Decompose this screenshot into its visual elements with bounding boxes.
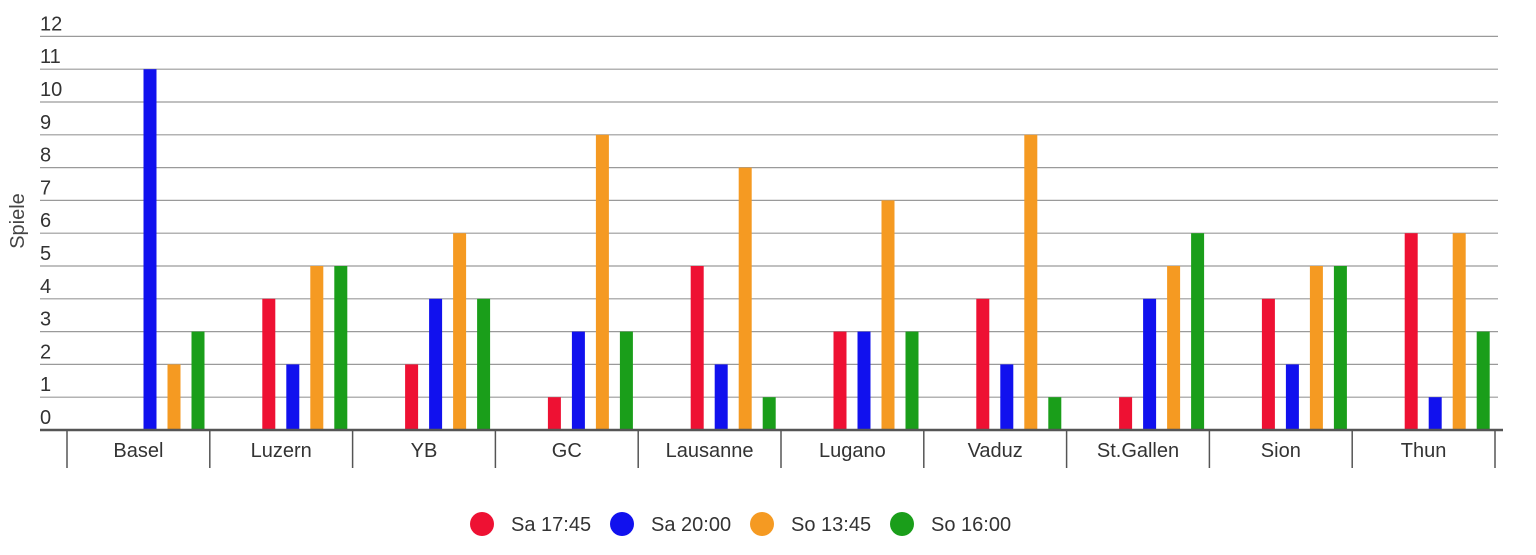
grid-lines [40, 35, 1498, 398]
bars [143, 69, 1490, 431]
y-tick-label: 4 [40, 276, 51, 298]
bar [1024, 134, 1038, 431]
x-tick-label: Basel [113, 440, 163, 462]
bar [1143, 298, 1157, 430]
bar [1000, 364, 1014, 430]
bar [1167, 266, 1181, 430]
bar [286, 364, 300, 430]
bar [334, 266, 348, 430]
bar [547, 397, 561, 430]
y-tick-label: 7 [40, 177, 51, 199]
y-tick-label: 2 [40, 341, 51, 363]
bar [976, 298, 990, 430]
legend-swatch [470, 512, 494, 536]
y-tick-label: 8 [40, 145, 51, 167]
x-tick-label: Vaduz [968, 440, 1023, 462]
legend: Sa 17:45 Sa 20:00 So 13:45 So 16:00 [470, 512, 1011, 536]
bar [453, 233, 467, 430]
bar [1048, 397, 1062, 430]
y-tick-label: 9 [40, 112, 51, 134]
bar [405, 364, 419, 430]
x-tick-label: Thun [1401, 440, 1447, 462]
x-axis: Basel Luzern YB GC Lausanne Lugano Vaduz St.Gal… [40, 428, 1503, 468]
y-tick-label: 1 [40, 374, 51, 396]
legend-label: So 16:00 [931, 514, 1011, 536]
x-tick-label: Luzern [251, 440, 312, 462]
x-tick-label: YB [411, 440, 438, 462]
bar [191, 331, 205, 430]
bar [690, 266, 704, 430]
bar [881, 200, 895, 430]
bar [714, 364, 728, 430]
y-tick-label: 12 [40, 13, 62, 35]
legend-label: Sa 17:45 [511, 514, 591, 536]
bar [310, 266, 324, 430]
bar [619, 331, 633, 430]
bar [1476, 331, 1490, 430]
bar [905, 331, 919, 430]
x-tick-label: St.Gallen [1097, 440, 1179, 462]
bar [571, 331, 585, 430]
y-tick-label: 3 [40, 309, 51, 331]
y-tick-label: 6 [40, 210, 51, 232]
x-tick-label: Lugano [819, 440, 886, 462]
bar [262, 298, 276, 430]
legend-swatch [610, 512, 634, 536]
y-tick-label: 10 [40, 79, 62, 101]
bar [1191, 233, 1205, 430]
x-tick-label: Sion [1261, 440, 1301, 462]
bar [477, 298, 491, 430]
bar [833, 331, 847, 430]
bar [857, 331, 871, 430]
bar [1285, 364, 1299, 430]
bar [595, 134, 609, 431]
bar [1333, 266, 1347, 430]
bar [1452, 233, 1466, 430]
legend-label: Sa 20:00 [651, 514, 731, 536]
bar [143, 69, 157, 430]
bar [1119, 397, 1133, 430]
legend-label: So 13:45 [791, 514, 871, 536]
bar [738, 167, 752, 430]
x-tick-label: GC [552, 440, 582, 462]
x-tick-label: Lausanne [666, 440, 754, 462]
legend-swatch [750, 512, 774, 536]
bar [762, 397, 776, 430]
y-tick-label: 5 [40, 243, 51, 265]
bar [1309, 266, 1323, 430]
y-axis-label: Spiele [7, 193, 29, 249]
y-tick-label: 0 [40, 407, 51, 429]
bar [167, 364, 181, 430]
bar [429, 298, 443, 430]
bar [1428, 397, 1442, 430]
bar [1261, 298, 1275, 430]
y-tick-label: 11 [40, 46, 61, 68]
legend-swatch [890, 512, 914, 536]
bar [1404, 233, 1418, 430]
